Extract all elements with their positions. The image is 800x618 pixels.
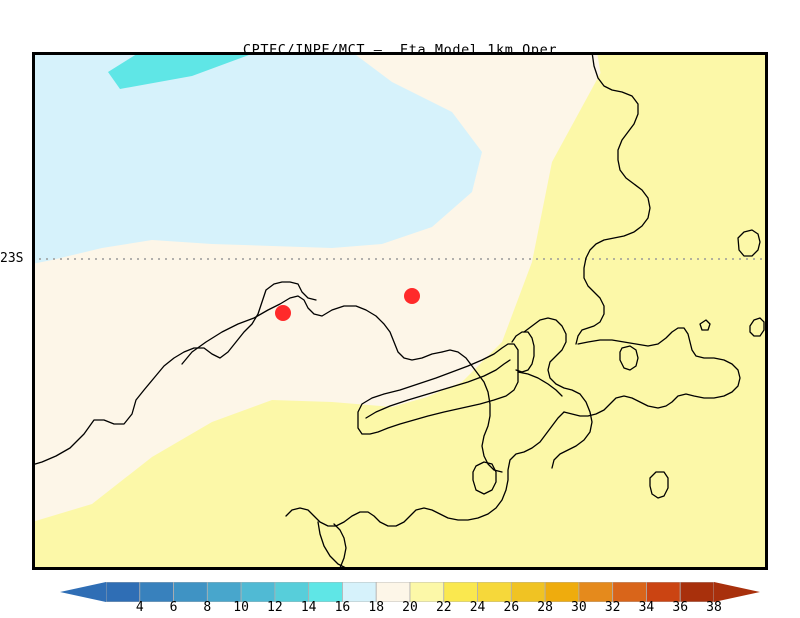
colorbar-band-7 xyxy=(342,582,377,602)
coastline-east-inlet xyxy=(563,327,741,417)
colorbar-band-6 xyxy=(308,582,343,602)
colorbar-tick-20: 20 xyxy=(402,600,418,615)
colorbar-band-16 xyxy=(646,582,681,602)
colorbar-band-4 xyxy=(240,582,276,602)
colorbar-band-14 xyxy=(578,582,614,602)
island-mid-south xyxy=(619,345,639,371)
colorbar-band-10 xyxy=(443,582,478,602)
colorbar-band-2 xyxy=(173,582,208,602)
island-small-east-upper xyxy=(749,317,765,337)
colorbar-band-9 xyxy=(409,582,445,602)
island-tiny-east xyxy=(699,319,711,331)
colorbar-band-11 xyxy=(477,582,512,602)
colorbar-tick-4: 4 xyxy=(135,600,144,615)
coastline-east-bay xyxy=(441,349,503,473)
coastline-south-tip-right xyxy=(333,523,347,567)
island-south-central xyxy=(472,461,497,495)
colorbar-tick-32: 32 xyxy=(604,600,621,615)
colorbar-tick-labels: 4 6 8 10 12 14 16 18 20 22 24 26 28 30 32 34 36 38 xyxy=(60,600,760,618)
colorbar-band-8 xyxy=(375,582,411,602)
colorbar-tick-26: 26 xyxy=(503,600,520,615)
colorbar-band-12 xyxy=(510,582,546,602)
station-marker-2[interactable] xyxy=(404,288,420,304)
coastline-southeast xyxy=(285,411,565,527)
colorbar-tick-8: 8 xyxy=(203,600,212,615)
colorbar-band-13 xyxy=(544,582,580,602)
coastline-south-tip-left xyxy=(317,521,346,567)
colorbar-tick-34: 34 xyxy=(638,600,655,615)
colorbar-band-5 xyxy=(274,582,310,602)
lagoon-spur xyxy=(517,371,563,397)
coastline-southwest xyxy=(35,281,317,465)
latitude-label-23s: 23S xyxy=(0,251,24,266)
island-large-east xyxy=(737,229,761,257)
colorbar-tick-18: 18 xyxy=(368,600,385,615)
lagoon-head xyxy=(511,331,535,373)
colorbar-band-1 xyxy=(139,582,174,602)
colorbar-tick-14: 14 xyxy=(300,600,317,615)
colorbar-tick-22: 22 xyxy=(435,600,452,615)
colorbar-tick-28: 28 xyxy=(537,600,553,615)
colorbar[interactable]: 4 6 8 10 12 14 16 18 20 22 24 26 28 30 32 34 36 38 xyxy=(60,582,760,618)
region-land-ne xyxy=(597,55,765,252)
colorbar-tick-36: 36 xyxy=(672,600,689,615)
coastline-central-north xyxy=(181,295,443,365)
colorbar-band-15 xyxy=(612,582,647,602)
coastline-east-peninsula xyxy=(523,317,593,469)
region-18-20 xyxy=(35,55,482,264)
station-markers[interactable] xyxy=(275,288,420,321)
colorbar-tick-38: 38 xyxy=(706,600,722,615)
colorbar-band-17 xyxy=(679,582,715,602)
temperature-map xyxy=(35,55,765,567)
colorbar-tick-10: 10 xyxy=(233,600,249,615)
colorbar-tick-6: 6 xyxy=(169,600,178,615)
coastline-northeast xyxy=(575,55,651,345)
colorbar-band-0 xyxy=(105,582,141,602)
colorbar-band-3 xyxy=(206,582,242,602)
colorbar-tick-12: 12 xyxy=(267,600,283,615)
colorbar-arrow-min xyxy=(60,582,106,602)
station-marker-1[interactable] xyxy=(275,305,291,321)
map-panel[interactable] xyxy=(32,52,768,570)
coastline-group xyxy=(35,55,765,567)
colorbar-swatches[interactable] xyxy=(60,582,760,602)
colorbar-tick-24: 24 xyxy=(469,600,486,615)
region-16-18 xyxy=(108,55,249,89)
colorbar-arrow-max xyxy=(714,582,760,602)
island-south-east xyxy=(649,471,669,499)
lagoon-channel-inner xyxy=(365,359,511,419)
colorbar-tick-16: 16 xyxy=(334,600,351,615)
colorbar-tick-30: 30 xyxy=(571,600,587,615)
